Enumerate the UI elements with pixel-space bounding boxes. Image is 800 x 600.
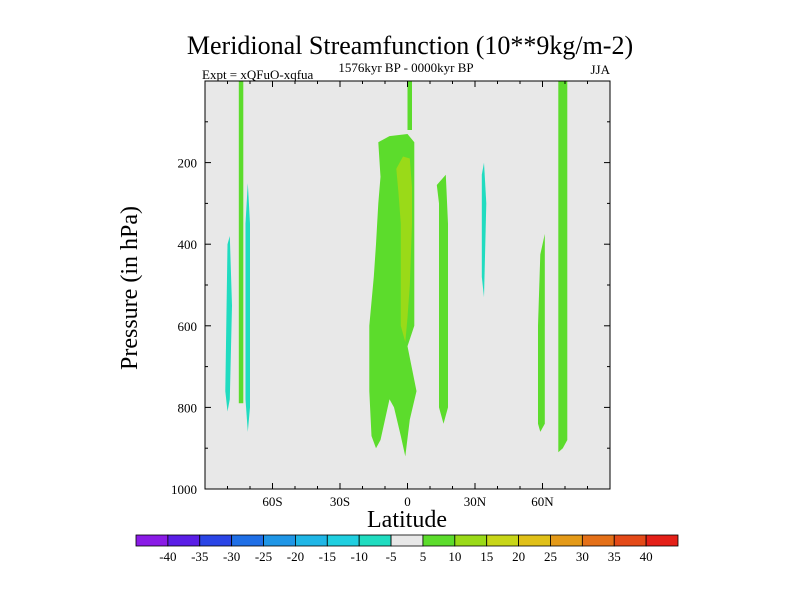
contour-region-4 — [436, 174, 448, 424]
x-tick-label: 60S — [262, 494, 282, 509]
colorbar-label: -5 — [386, 549, 397, 564]
colorbar-swatch — [358, 534, 392, 547]
colorbar-label: 35 — [608, 549, 621, 564]
colorbar-swatch — [135, 534, 169, 547]
colorbar-swatch — [167, 534, 201, 547]
y-axis: 200 400 600 800 1000 — [171, 80, 610, 497]
colorbar-label: 30 — [576, 549, 589, 564]
colorbar-swatch — [422, 534, 456, 547]
contour-region-3 — [407, 81, 412, 130]
contour-regions — [225, 81, 568, 457]
colorbar-swatch — [390, 534, 424, 547]
colorbar-label: 25 — [544, 549, 557, 564]
y-tick-label: 800 — [178, 400, 198, 415]
x-axis-label: Latitude — [367, 507, 447, 533]
contour-region-10 — [238, 81, 244, 404]
colorbar-label: -25 — [255, 549, 272, 564]
x-axis: 60S 30S 0 30N 60N — [204, 81, 611, 509]
chart-title: Meridional Streamfunction (10**9kg/m-2) — [187, 31, 633, 60]
colorbar: -40 -35 -30 -25 -20 -15 -10 -5 5 10 15 20 25 30 35 40 — [135, 534, 679, 564]
y-axis-label: Pressure (in hPa) — [117, 206, 143, 370]
contour-region-8 — [245, 183, 250, 432]
colorbar-label: 20 — [512, 549, 525, 564]
x-tick-label: 60N — [531, 494, 554, 509]
colorbar-label: -30 — [223, 549, 240, 564]
y-tick-label: 1000 — [171, 482, 197, 497]
colorbar-label: 40 — [640, 549, 653, 564]
colorbar-swatch — [486, 534, 519, 547]
colorbar-swatch — [199, 534, 233, 547]
colorbar-label: 10 — [448, 549, 461, 564]
colorbar-swatch — [613, 534, 647, 547]
left-subtitle: Expt = xQFuO-xqfua — [202, 67, 314, 82]
colorbar-label: -35 — [191, 549, 208, 564]
colorbar-swatch — [326, 534, 360, 547]
right-subtitle: JJA — [590, 62, 610, 77]
contour-region-5 — [538, 234, 545, 432]
colorbar-label: 15 — [480, 549, 493, 564]
x-tick-label: 0 — [404, 494, 411, 509]
contour-region-7 — [225, 236, 232, 412]
colorbar-swatch — [263, 534, 296, 547]
colorbar-swatch — [454, 534, 488, 547]
x-tick-label: 30S — [330, 494, 350, 509]
y-tick-label: 200 — [178, 156, 198, 171]
center-subtitle: 1576kyr BP - 0000kyr BP — [338, 60, 473, 75]
colorbar-label: -40 — [159, 549, 176, 564]
colorbar-swatch — [581, 534, 615, 547]
colorbar-swatch — [231, 534, 264, 547]
colorbar-swatch — [550, 534, 583, 547]
colorbar-swatch — [645, 534, 679, 547]
contour-region-2 — [396, 156, 412, 343]
colorbar-label: 5 — [420, 549, 427, 564]
colorbar-swatch — [518, 534, 551, 547]
contour-region-6 — [558, 81, 568, 453]
colorbar-swatch — [295, 534, 328, 547]
x-tick-label: 30N — [464, 494, 487, 509]
colorbar-label: -10 — [351, 549, 368, 564]
y-tick-label: 400 — [178, 237, 198, 252]
contour-region-9 — [481, 162, 487, 298]
y-tick-label: 600 — [178, 319, 198, 334]
colorbar-label: -20 — [287, 549, 304, 564]
colorbar-label: -15 — [319, 549, 336, 564]
